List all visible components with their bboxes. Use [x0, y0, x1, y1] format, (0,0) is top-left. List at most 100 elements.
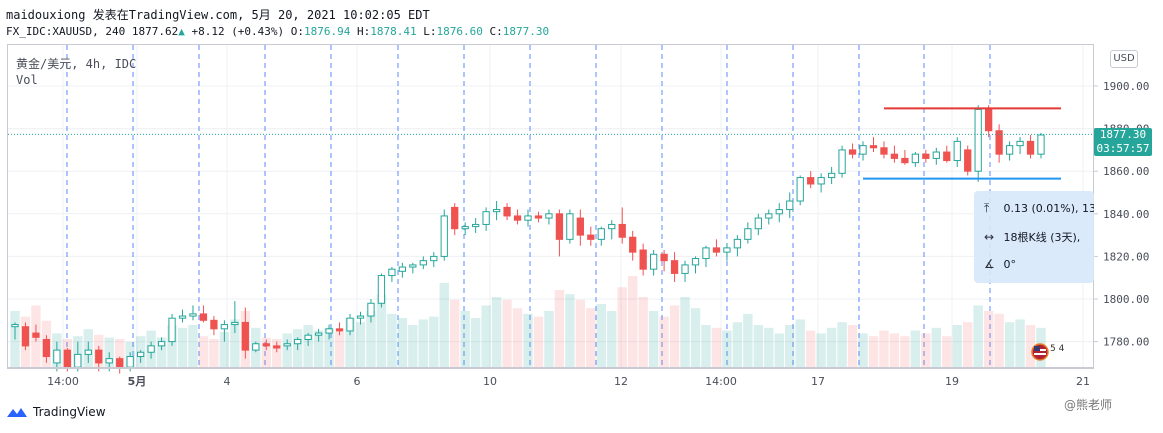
volume-bar: [429, 316, 439, 367]
volume-bar: [198, 336, 209, 367]
angle-icon: ∡: [984, 257, 995, 271]
chart-grid: [8, 45, 1093, 367]
candle-body: [32, 332, 40, 338]
candle-body: [576, 217, 584, 236]
volume-bar: [596, 304, 606, 367]
close-label: C:: [489, 25, 503, 38]
volume-bar: [523, 313, 533, 367]
publish-line: maidouxiong 发表在TradingView.com, 5月 20, 2…: [6, 6, 430, 23]
candle-body: [1005, 145, 1014, 155]
candle-body: [440, 215, 448, 257]
volume-bar: [209, 339, 219, 367]
volume-bar: [408, 325, 418, 367]
candle-body: [702, 247, 710, 260]
candle-body: [974, 108, 982, 172]
candle-body: [754, 217, 762, 230]
price-axis[interactable]: 1900.001880.001860.001840.001820.001800.…: [1094, 80, 1149, 349]
candle-body: [848, 149, 857, 155]
candle-body: [482, 211, 490, 225]
candle-body: [911, 153, 920, 164]
price-tick-label: 1800.00: [1103, 293, 1149, 306]
volume-bar: [114, 339, 125, 367]
volume-bar: [952, 325, 962, 367]
volume-bar: [805, 330, 816, 367]
volume-bar: [627, 276, 638, 367]
candle-body: [744, 228, 752, 240]
time-tick-label: 10: [483, 375, 497, 388]
volume-bar: [1004, 322, 1015, 367]
volume-bar: [847, 325, 858, 367]
us-flag-icon[interactable]: 5 4: [1030, 342, 1064, 362]
volume-bar: [554, 290, 565, 367]
candle-body: [985, 108, 993, 132]
candle-body: [388, 268, 396, 277]
series-legend[interactable]: 黄金/美元, 4h, IDC Vol: [16, 56, 136, 88]
price-range-icon: ⤒: [984, 201, 990, 215]
volume-bar: [826, 327, 837, 367]
volume-bar: [669, 305, 680, 367]
candle-body: [733, 238, 742, 249]
candle-body: [890, 153, 899, 159]
candle-body: [545, 213, 553, 219]
volume-bar: [711, 327, 722, 367]
volume-bar: [764, 327, 774, 367]
volume-bar: [355, 322, 366, 367]
volume-bar: [732, 322, 743, 367]
high-label: H:: [357, 25, 371, 38]
volume-bar: [889, 333, 900, 367]
brand-name: TradingView: [33, 405, 106, 419]
volume-bar: [502, 299, 512, 367]
volume-bar: [565, 294, 575, 367]
candle-body: [492, 209, 501, 213]
volume-bar: [303, 325, 313, 367]
volume-bar: [491, 297, 502, 367]
candle-body: [964, 149, 972, 172]
volume-bar: [837, 322, 847, 367]
level-lines[interactable]: [8, 107, 1093, 180]
candle-body: [157, 341, 166, 347]
volume-bar: [460, 311, 470, 367]
series-title[interactable]: 黄金/美元, 4h, IDC: [16, 57, 137, 71]
candle-body: [1037, 134, 1045, 155]
time-axis[interactable]: 14:00 5月 4 6 10 12 14:00 17 19 21: [47, 375, 1090, 388]
candle-body: [241, 321, 249, 351]
symbol: FX_IDC:XAUUSD, 240: [6, 25, 126, 38]
open-value: 1876.94: [304, 25, 351, 38]
candle-body: [84, 349, 92, 355]
volume-bar: [1025, 325, 1036, 367]
volume-bar: [607, 311, 617, 367]
volume-bar: [963, 322, 973, 367]
candle-body: [1026, 140, 1035, 155]
brand[interactable]: TradingView: [6, 405, 106, 419]
candle-body: [691, 258, 700, 266]
volume-bar: [638, 297, 648, 367]
candle-body: [409, 264, 417, 268]
candle-body: [398, 266, 407, 272]
currency-button[interactable]: USD: [1110, 50, 1138, 68]
time-tick-label: 14:00: [705, 375, 737, 388]
published-text: 发表在TradingView.com, 5月 20, 2021 10:02:05…: [92, 8, 430, 22]
candle-body: [859, 145, 867, 155]
candle-body: [618, 223, 626, 238]
candle-body: [534, 215, 543, 219]
candle-body: [807, 177, 815, 185]
volume-label[interactable]: Vol: [16, 73, 38, 87]
volume-bar: [858, 333, 868, 367]
volume-bar: [544, 311, 554, 367]
volume-bar: [512, 308, 523, 367]
volume-bar: [753, 325, 764, 367]
volume-bar: [219, 332, 230, 367]
candle-body: [419, 260, 427, 266]
volume-bar: [921, 333, 931, 367]
volume-bar: [722, 330, 732, 367]
time-tick-label: 4: [224, 375, 231, 388]
candle-body: [827, 172, 836, 179]
candle-body: [524, 215, 532, 221]
candle-body: [367, 302, 375, 317]
volume-bar: [167, 325, 177, 367]
candle-body: [262, 343, 270, 347]
volume-bar: [900, 336, 910, 367]
time-tick-label: 12: [614, 375, 628, 388]
volume-bar: [387, 313, 397, 367]
